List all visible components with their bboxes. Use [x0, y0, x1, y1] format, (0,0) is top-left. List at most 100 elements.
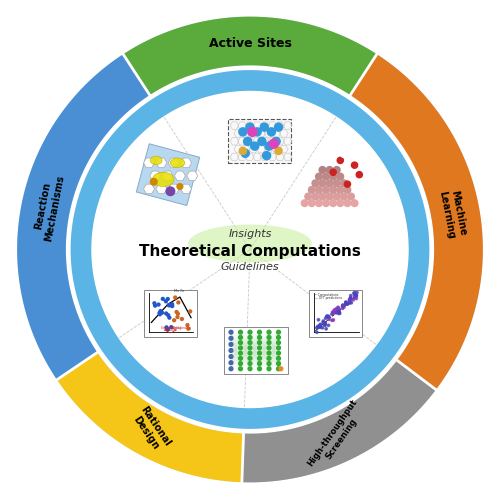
Circle shape — [158, 311, 161, 314]
Circle shape — [229, 361, 233, 365]
Circle shape — [331, 319, 333, 321]
Circle shape — [316, 326, 318, 329]
Circle shape — [338, 312, 340, 315]
Circle shape — [248, 351, 252, 355]
Circle shape — [324, 322, 326, 325]
Circle shape — [340, 193, 347, 200]
Circle shape — [347, 302, 349, 305]
Circle shape — [258, 335, 262, 339]
Polygon shape — [242, 360, 436, 483]
Circle shape — [248, 362, 252, 365]
Circle shape — [325, 328, 328, 330]
Circle shape — [258, 341, 262, 344]
Circle shape — [318, 324, 321, 326]
Ellipse shape — [150, 156, 162, 165]
Circle shape — [330, 200, 336, 207]
Circle shape — [279, 367, 283, 371]
Circle shape — [305, 193, 312, 200]
Circle shape — [175, 310, 178, 313]
Circle shape — [354, 291, 356, 294]
Circle shape — [268, 128, 276, 136]
Circle shape — [165, 326, 168, 329]
FancyBboxPatch shape — [228, 119, 291, 163]
Circle shape — [316, 331, 318, 333]
Circle shape — [342, 304, 344, 307]
Circle shape — [267, 330, 271, 334]
Circle shape — [168, 304, 170, 306]
Circle shape — [326, 193, 333, 200]
Circle shape — [267, 362, 271, 365]
Circle shape — [355, 156, 359, 160]
Circle shape — [337, 157, 344, 164]
Circle shape — [316, 325, 319, 327]
Circle shape — [229, 349, 233, 352]
Circle shape — [328, 315, 330, 317]
Circle shape — [326, 315, 328, 317]
Circle shape — [337, 173, 344, 180]
Circle shape — [356, 291, 358, 294]
Circle shape — [177, 301, 180, 304]
Circle shape — [276, 341, 280, 344]
Text: Reaction
Mechanisms: Reaction Mechanisms — [32, 172, 66, 242]
Circle shape — [302, 200, 308, 207]
Circle shape — [238, 341, 242, 344]
Circle shape — [335, 308, 337, 310]
Circle shape — [318, 325, 321, 328]
Circle shape — [258, 362, 262, 365]
Circle shape — [157, 303, 160, 306]
Circle shape — [177, 184, 183, 190]
Circle shape — [340, 154, 345, 158]
Circle shape — [316, 187, 322, 193]
Text: Rational
Design: Rational Design — [128, 404, 172, 454]
Circle shape — [267, 341, 271, 344]
Circle shape — [350, 301, 352, 304]
Circle shape — [189, 310, 192, 313]
Circle shape — [267, 351, 271, 355]
Circle shape — [340, 180, 347, 187]
Circle shape — [326, 180, 333, 187]
Circle shape — [258, 137, 266, 145]
Circle shape — [328, 324, 330, 326]
Circle shape — [269, 139, 278, 148]
Circle shape — [334, 311, 337, 314]
Circle shape — [253, 128, 261, 136]
Circle shape — [267, 346, 271, 350]
Circle shape — [321, 326, 324, 329]
Circle shape — [186, 324, 189, 326]
Circle shape — [241, 149, 250, 157]
Circle shape — [180, 317, 184, 320]
Circle shape — [239, 128, 247, 136]
Circle shape — [328, 316, 330, 318]
Circle shape — [276, 330, 280, 334]
Circle shape — [267, 367, 271, 371]
Circle shape — [317, 326, 320, 329]
Circle shape — [336, 309, 338, 312]
Text: Theoretical Computations: Theoretical Computations — [139, 245, 361, 259]
Circle shape — [170, 326, 172, 328]
Circle shape — [331, 313, 333, 315]
Circle shape — [332, 311, 334, 314]
Circle shape — [265, 142, 273, 150]
Circle shape — [246, 123, 254, 131]
Circle shape — [248, 367, 252, 371]
FancyBboxPatch shape — [136, 144, 200, 206]
Circle shape — [262, 152, 270, 160]
Circle shape — [322, 320, 324, 322]
Text: Insights: Insights — [228, 229, 272, 239]
Circle shape — [334, 180, 340, 187]
Circle shape — [154, 304, 156, 307]
Circle shape — [248, 335, 252, 339]
Circle shape — [274, 123, 282, 131]
FancyBboxPatch shape — [310, 290, 362, 337]
Circle shape — [174, 296, 176, 299]
Circle shape — [322, 173, 330, 180]
Text: Strong binding: Strong binding — [162, 326, 182, 330]
Circle shape — [316, 173, 322, 180]
Circle shape — [332, 311, 334, 313]
Text: — DFT predictions: — DFT predictions — [316, 296, 342, 300]
Circle shape — [92, 91, 408, 408]
Polygon shape — [57, 352, 244, 482]
Circle shape — [338, 312, 341, 314]
Circle shape — [238, 330, 242, 334]
Circle shape — [229, 367, 233, 371]
